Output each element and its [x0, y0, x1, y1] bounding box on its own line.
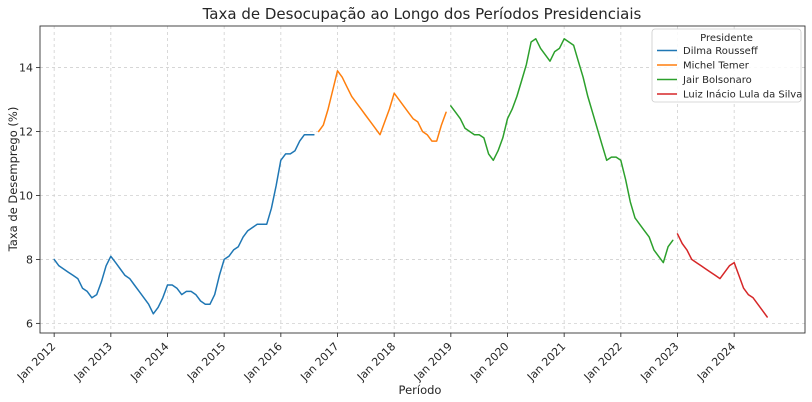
y-tick-label: 10	[19, 189, 33, 202]
chart-title: Taxa de Desocupação ao Longo dos Período…	[202, 5, 642, 23]
x-tick-label: Jan 2013	[71, 340, 115, 384]
x-tick-label: Jan 2022	[581, 340, 625, 384]
legend-item-label: Michel Temer	[683, 61, 750, 72]
x-tick-label: Jan 2014	[127, 340, 171, 384]
y-tick-label: 14	[19, 62, 33, 75]
x-tick-label: Jan 2019	[411, 340, 455, 384]
x-tick-label: Jan 2023	[637, 340, 681, 384]
x-axis: Jan 2012 Jan 2013 Jan 2014 Jan 2015 Jan 2016…	[14, 333, 738, 384]
legend: Presidente Dilma Rousseff Michel Temer Jair…	[651, 28, 802, 103]
x-tick-label: Jan 2016	[241, 340, 285, 384]
y-axis-label: Taxa de Desemprego (%)	[6, 107, 20, 253]
x-tick-label: Jan 2021	[524, 340, 568, 384]
series-line	[53, 133, 315, 315]
legend-item-label: Dilma Rousseff	[683, 46, 759, 57]
y-tick-label: 8	[26, 253, 33, 266]
x-tick-label: Jan 2015	[184, 340, 228, 384]
series-line	[450, 38, 674, 264]
x-tick-label: Jan 2017	[297, 340, 341, 384]
y-tick-label: 6	[26, 317, 33, 330]
x-tick-label: Jan 2020	[467, 340, 511, 384]
legend-item-label: Luiz Inácio Lula da Silva	[683, 89, 802, 101]
plot-area	[53, 38, 768, 318]
x-tick-label: Jan 2018	[354, 340, 398, 384]
y-axis: 6 8 10 12 14	[19, 62, 40, 330]
x-tick-label: Jan 2012	[14, 340, 58, 384]
x-tick-label: Jan 2024	[694, 340, 738, 384]
plot-frame	[39, 25, 806, 334]
y-tick-label: 12	[19, 126, 33, 139]
x-axis-label: Período	[399, 383, 442, 397]
series-line	[676, 233, 768, 318]
legend-box	[651, 28, 802, 103]
legend-title: Presidente	[700, 33, 753, 44]
series-line	[317, 70, 447, 142]
legend-item-label: Jair Bolsonaro	[682, 75, 752, 86]
